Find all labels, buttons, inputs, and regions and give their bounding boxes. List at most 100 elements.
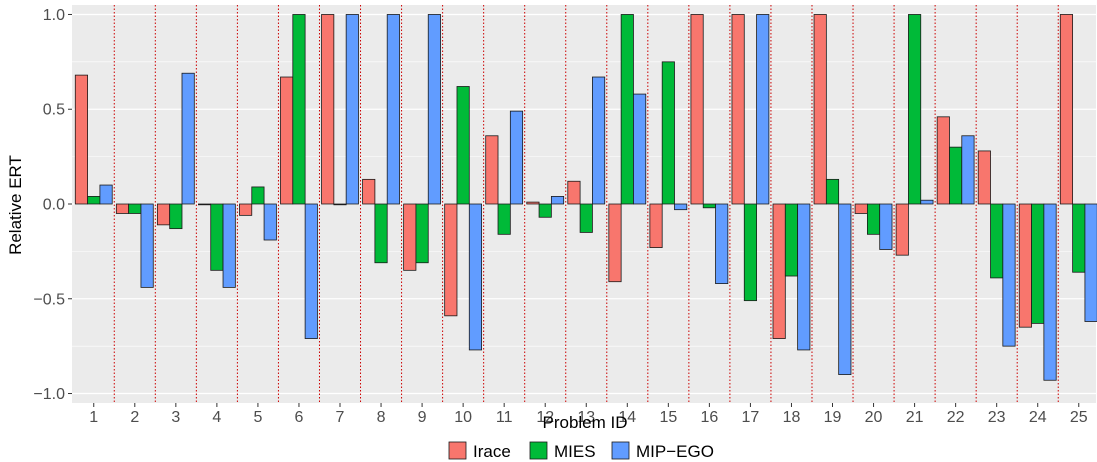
y-tick-label: 0.5 [43, 102, 65, 119]
legend: Irace MIES MIP−EGO [448, 441, 714, 461]
bar-irace-15 [649, 203, 663, 248]
bar-mies-23 [990, 203, 1004, 279]
bar-mies-1 [87, 196, 101, 205]
x-tick-label: 16 [700, 409, 718, 426]
x-axis-title: Problem ID [542, 413, 627, 432]
bar-irace-8 [362, 178, 376, 205]
x-tick-label: 15 [659, 409, 677, 426]
bar-irace-12 [526, 201, 540, 205]
bar-mies-13 [579, 203, 593, 233]
bar-mip-ego-22 [961, 135, 975, 205]
x-tick-label: 19 [824, 409, 842, 426]
bar-mip-ego-25 [1084, 203, 1097, 322]
bar-mip-ego-11 [509, 110, 524, 205]
bar-mies-8 [374, 203, 388, 264]
bar-mip-ego-15 [674, 203, 688, 211]
bar-irace-9 [403, 203, 417, 271]
bar-mies-24 [1031, 203, 1045, 324]
x-tick-label: 9 [418, 409, 427, 426]
y-tick-label: 0.0 [43, 197, 65, 214]
x-tick-labels: 1 2 3 4 5 6 7 8 9 10 11 12 13 14 15 16 17 18 19 20 21 22 23 24 2… [89, 403, 1088, 426]
bar-mip-ego-4 [222, 203, 236, 288]
x-tick-label: 20 [865, 409, 883, 426]
x-tick-label: 21 [906, 409, 924, 426]
bar-irace-14 [608, 203, 622, 283]
bar-irace-13 [567, 180, 581, 205]
bar-irace-11 [485, 135, 499, 205]
bar-mies-2 [128, 203, 142, 214]
bar-irace-7 [321, 14, 335, 205]
bar-mip-ego-6 [304, 203, 318, 339]
bar-irace-10 [444, 203, 458, 317]
bar-mip-ego-3 [181, 72, 195, 205]
legend-label-irace: Irace [473, 442, 511, 461]
x-tick-label: 6 [295, 409, 304, 426]
bar-mip-ego-23 [1002, 203, 1016, 347]
x-tick-label: 17 [742, 409, 760, 426]
bar-mip-ego-20 [879, 203, 893, 250]
bar-mies-4 [210, 203, 224, 271]
bar-mies-5 [251, 186, 265, 205]
bar-mip-ego-13 [592, 76, 606, 205]
bar-mip-ego-24 [1043, 203, 1057, 381]
x-tick-label: 3 [171, 409, 180, 426]
legend-key-mip-ego [611, 441, 630, 460]
bar-mip-ego-9 [427, 14, 441, 205]
x-tick-label: 8 [377, 409, 386, 426]
bar-mies-12 [538, 203, 552, 218]
bar-mip-ego-8 [386, 14, 400, 205]
x-tick-label: 14 [618, 409, 636, 426]
bar-mip-ego-5 [263, 203, 277, 241]
x-tick-label: 10 [454, 409, 472, 426]
bar-mip-ego-10 [468, 203, 483, 351]
bar-irace-18 [772, 203, 786, 339]
bar-irace-16 [690, 14, 704, 205]
legend-key-irace [448, 441, 467, 460]
bar-mies-3 [169, 203, 183, 230]
legend-label-mip-ego: MIP−EGO [636, 442, 714, 461]
bar-irace-19 [813, 14, 827, 205]
bar-mies-15 [661, 61, 675, 205]
y-tick-label: −1.0 [33, 386, 65, 403]
bar-irace-24 [1018, 203, 1032, 328]
bar-mies-14 [620, 14, 634, 205]
x-tick-label: 24 [1029, 409, 1047, 426]
bar-mip-ego-16 [715, 203, 729, 284]
bar-irace-25 [1059, 14, 1074, 205]
bar-mies-10 [456, 86, 470, 205]
bar-irace-4 [198, 203, 212, 206]
x-tick-label: 2 [130, 409, 139, 426]
bar-irace-17 [731, 14, 745, 205]
bar-irace-22 [936, 116, 950, 205]
bar-irace-5 [239, 203, 253, 216]
bar-irace-21 [895, 203, 909, 256]
y-tick-labels: 1.0 0.5 0.0 −0.5 −1.0 [33, 7, 72, 403]
bar-irace-6 [280, 76, 294, 205]
bar-mies-17 [743, 203, 757, 302]
bar-mies-22 [949, 146, 963, 205]
bar-mip-ego-7 [345, 14, 359, 205]
x-tick-label: 25 [1070, 409, 1088, 426]
x-tick-label: 12 [536, 409, 554, 426]
bar-irace-23 [977, 150, 991, 205]
bar-mies-19 [825, 178, 840, 205]
x-tick-label: 18 [783, 409, 801, 426]
legend-label-mies: MIES [554, 442, 596, 461]
bar-irace-20 [854, 203, 868, 214]
bar-mip-ego-17 [756, 14, 770, 205]
bar-irace-1 [74, 74, 88, 205]
bar-mies-18 [784, 203, 799, 277]
y-axis-title: Relative ERT [6, 155, 25, 255]
bar-mies-9 [415, 203, 429, 264]
bar-mip-ego-19 [838, 203, 852, 375]
y-tick-label: 1.0 [43, 7, 65, 24]
bar-mip-ego-1 [99, 184, 113, 205]
x-tick-label: 1 [89, 409, 98, 426]
x-tick-label: 5 [253, 409, 262, 426]
x-tick-label: 22 [947, 409, 965, 426]
bar-mip-ego-14 [633, 93, 647, 205]
bar-mip-ego-21 [920, 199, 934, 205]
x-tick-label: 23 [988, 409, 1006, 426]
bar-mip-ego-18 [797, 203, 811, 351]
